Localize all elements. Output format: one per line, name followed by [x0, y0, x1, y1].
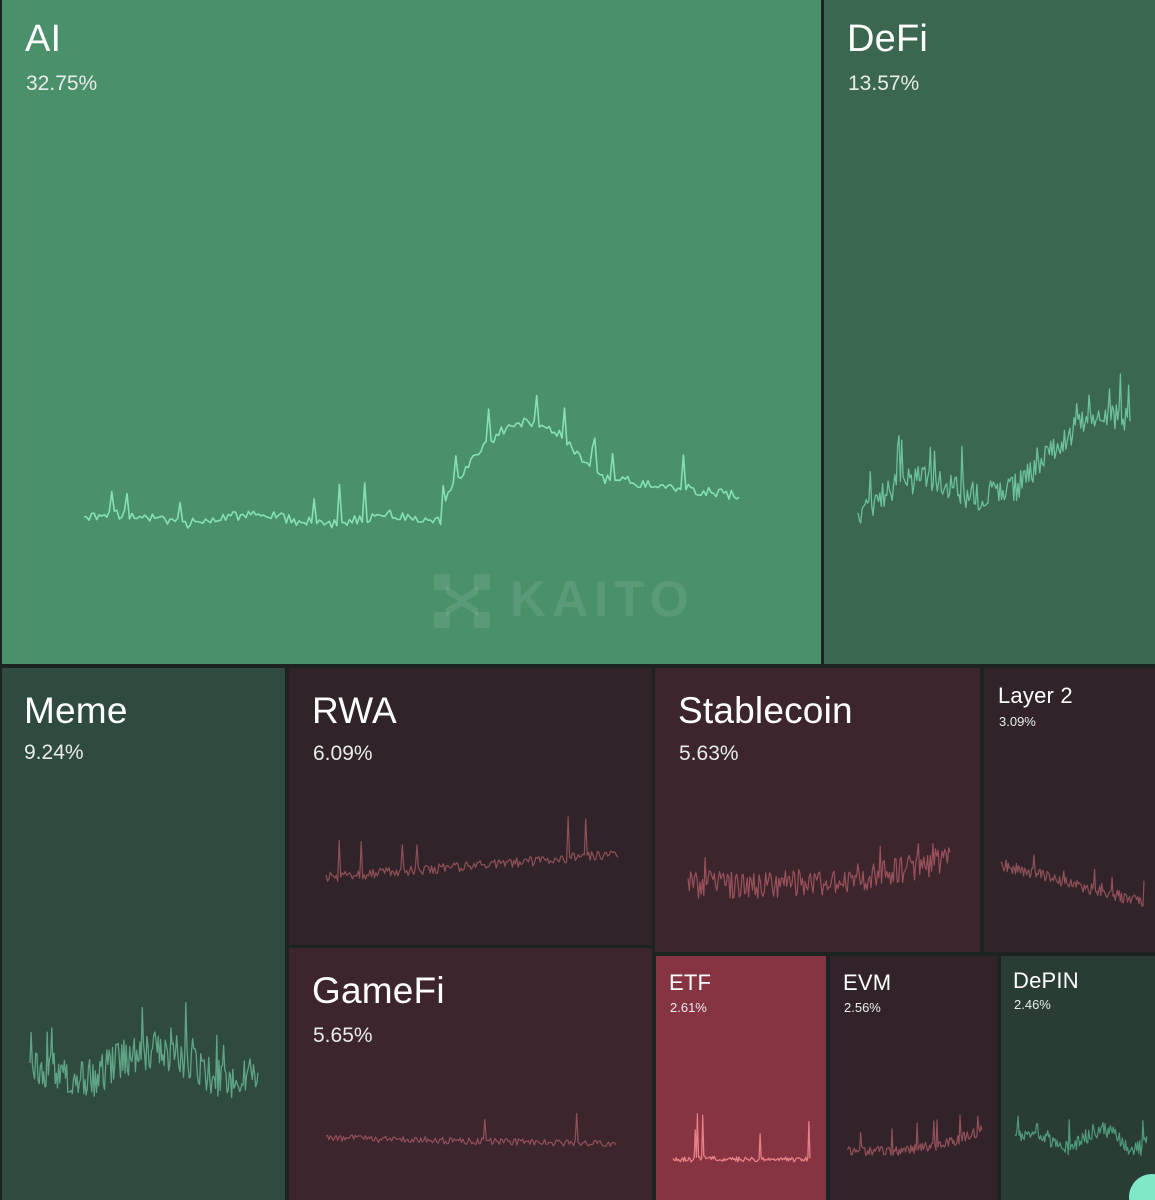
- tile-label: DeFi: [847, 18, 929, 60]
- tile-evm[interactable]: EVM 2.56%: [830, 956, 997, 1200]
- sparkline: [687, 843, 951, 900]
- sparkline: [857, 373, 1131, 524]
- tile-stablecoin[interactable]: Stablecoin 5.63%: [655, 668, 980, 952]
- tile-etf[interactable]: ETF 2.61%: [656, 956, 826, 1200]
- tile-label: EVM: [843, 970, 892, 995]
- tile-gamefi[interactable]: GameFi 5.65%: [289, 948, 652, 1200]
- tile-label: ETF: [669, 970, 712, 995]
- tile-label: DePIN: [1013, 968, 1079, 993]
- tile-label: RWA: [312, 690, 397, 731]
- tile-label: Meme: [24, 690, 128, 731]
- sparkline: [325, 1113, 617, 1148]
- tile-percent: 3.09%: [999, 714, 1036, 729]
- sparkline: [672, 1113, 811, 1163]
- tile-label: AI: [25, 18, 62, 60]
- tile-percent: 9.24%: [24, 741, 84, 764]
- sparkline-path: [325, 816, 619, 882]
- tile-percent: 5.63%: [679, 742, 739, 765]
- sparkline-path: [325, 1113, 617, 1148]
- kaito-watermark: KAITO: [510, 571, 695, 627]
- tile-percent: 5.65%: [313, 1024, 373, 1047]
- sparkline-path: [83, 394, 740, 529]
- tile-percent: 2.56%: [844, 1000, 881, 1015]
- kaito-logo-icon: [434, 574, 490, 628]
- sparkline: [1014, 1115, 1148, 1157]
- tile-defi[interactable]: DeFi 13.57%: [824, 0, 1155, 664]
- sparkline-path: [1014, 1115, 1148, 1157]
- tile-depin[interactable]: DePIN 2.46%: [1001, 956, 1155, 1200]
- tile-layer2[interactable]: Layer 2 3.09%: [984, 668, 1155, 952]
- sparkline-path: [1000, 854, 1145, 907]
- tile-label: Stablecoin: [678, 690, 853, 731]
- sparkline-path: [672, 1113, 811, 1163]
- tile-percent: 32.75%: [26, 72, 98, 95]
- tile-percent: 2.46%: [1014, 997, 1051, 1012]
- sparkline: [1000, 854, 1145, 907]
- sparkline-path: [857, 373, 1131, 524]
- sparkline-path: [846, 1114, 983, 1157]
- tile-meme[interactable]: Meme 9.24%: [2, 668, 285, 1200]
- tile-percent: 6.09%: [313, 742, 373, 765]
- tile-percent: 13.57%: [848, 72, 920, 95]
- sparkline: [325, 816, 619, 882]
- tile-ai[interactable]: AI 32.75% KAITO: [2, 0, 821, 664]
- sparkline-path: [687, 843, 951, 900]
- sparkline: [29, 1002, 259, 1099]
- sparkline-path: [29, 1002, 259, 1099]
- tile-label: GameFi: [312, 970, 445, 1011]
- tile-rwa[interactable]: RWA 6.09%: [289, 668, 652, 945]
- sparkline: [846, 1114, 983, 1157]
- tile-label: Layer 2: [998, 683, 1073, 708]
- sparkline: [83, 394, 740, 529]
- tile-percent: 2.61%: [670, 1000, 707, 1015]
